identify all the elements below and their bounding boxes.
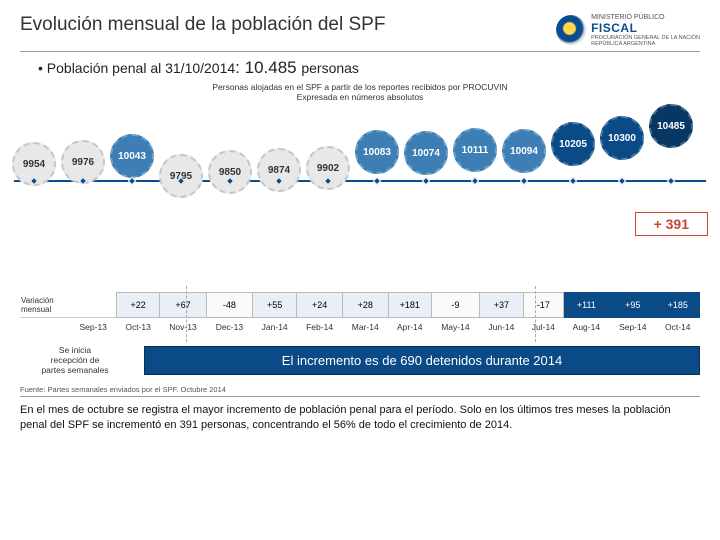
- bubble: 10111: [453, 128, 497, 172]
- variation-label: Variación mensual: [20, 293, 70, 318]
- bubble: 10300: [600, 116, 644, 160]
- bubble: 10043: [110, 134, 154, 178]
- month-cell: Mar-14: [342, 317, 388, 335]
- bullet-suffix: personas: [301, 60, 359, 76]
- month-cell: Sep-14: [610, 317, 656, 335]
- highlight-box: El incremento es de 690 detenidos durant…: [144, 346, 700, 375]
- note-row: Se inicia recepción de partes semanales …: [20, 345, 700, 376]
- variation-cell: +111: [563, 293, 609, 318]
- source-line: Fuente: Partes semanales enviados por el…: [20, 385, 700, 397]
- subtitle-2: Expresada en números absolutos: [20, 92, 700, 102]
- month-cell: Jul-14: [523, 317, 563, 335]
- logo-text: MINISTERIO PÚBLICO FISCAL PROCURACIÓN GE…: [591, 14, 700, 47]
- chart-dot: [373, 177, 381, 185]
- footer-text: En el mes de octubre se registra el mayo…: [20, 403, 700, 433]
- slide: Evolución mensual de la población del SP…: [0, 0, 720, 443]
- logo-line-2: FISCAL: [591, 22, 700, 35]
- chart-dot: [520, 177, 528, 185]
- bubble: 9874: [257, 148, 301, 192]
- variation-cell: -9: [431, 293, 479, 318]
- variation-cell: +95: [610, 293, 656, 318]
- bullet-prefix: • Población penal al 31/10/2014: [38, 60, 235, 76]
- note-l1: Se inicia: [20, 345, 130, 355]
- chart-dot: [618, 177, 626, 185]
- variation-cell: +67: [160, 293, 206, 318]
- bubble: 10083: [355, 130, 399, 174]
- delta-badge: + 391: [635, 212, 708, 236]
- note-l2: recepción de: [20, 355, 130, 365]
- variation-cell: +55: [253, 293, 297, 318]
- bubble-chart: 9954997610043979598509874990210083100741…: [14, 110, 706, 240]
- month-cell: Sep-13: [70, 317, 116, 335]
- bullet-value: : 10.485: [235, 58, 301, 77]
- month-cell: Feb-14: [297, 317, 343, 335]
- month-cell: Nov-13: [160, 317, 206, 335]
- subtitle-1: Personas alojadas en el SPF a partir de …: [20, 82, 700, 92]
- chart-dot: [471, 177, 479, 185]
- note-l3: partes semanales: [20, 365, 130, 375]
- logo-icon: [556, 15, 586, 45]
- chart-subtitle: Personas alojadas en el SPF a partir de …: [20, 82, 700, 102]
- month-cell: Oct-13: [116, 317, 159, 335]
- variation-row: Variación mensual +22+67-48+55+24+28+181…: [20, 293, 700, 318]
- bubble: 10074: [404, 131, 448, 175]
- logo: MINISTERIO PÚBLICO FISCAL PROCURACIÓN GE…: [556, 14, 700, 47]
- month-cell: May-14: [431, 317, 479, 335]
- variation-cell: +37: [479, 293, 523, 318]
- variation-cell: +181: [388, 293, 431, 318]
- month-cell: Dec-13: [206, 317, 252, 335]
- variation-cell: -48: [206, 293, 252, 318]
- month-cell: Aug-14: [563, 317, 609, 335]
- page-title: Evolución mensual de la población del SP…: [20, 14, 385, 36]
- variation-cell: -17: [523, 293, 563, 318]
- chart-dot: [667, 177, 675, 185]
- month-cell: Jun-14: [479, 317, 523, 335]
- months-row: Sep-13Oct-13Nov-13Dec-13Jan-14Feb-14Mar-…: [20, 317, 700, 335]
- variation-cell: +22: [116, 293, 159, 318]
- month-cell: Apr-14: [388, 317, 431, 335]
- note-box: Se inicia recepción de partes semanales: [20, 345, 130, 376]
- month-cell: Oct-14: [656, 317, 700, 335]
- bubble: 9850: [208, 150, 252, 194]
- logo-line-4: REPÚBLICA ARGENTINA: [591, 41, 700, 47]
- variation-cell: +28: [342, 293, 388, 318]
- month-cell: Jan-14: [253, 317, 297, 335]
- variation-table: Variación mensual +22+67-48+55+24+28+181…: [20, 292, 700, 335]
- dashed-separator: [186, 286, 187, 342]
- dashed-separator: [535, 286, 536, 342]
- bubble: 10485: [649, 104, 693, 148]
- chart-dot: [569, 177, 577, 185]
- variation-cell: [70, 293, 116, 318]
- header: Evolución mensual de la población del SP…: [20, 14, 700, 52]
- variation-cell: +185: [656, 293, 700, 318]
- variation-cell: +24: [297, 293, 343, 318]
- chart-dot: [422, 177, 430, 185]
- bubble: 10094: [502, 129, 546, 173]
- headline-bullet: • Población penal al 31/10/2014: 10.485 …: [38, 58, 700, 78]
- bubble: 10205: [551, 122, 595, 166]
- chart-dot: [128, 177, 136, 185]
- chart-baseline: [14, 180, 706, 182]
